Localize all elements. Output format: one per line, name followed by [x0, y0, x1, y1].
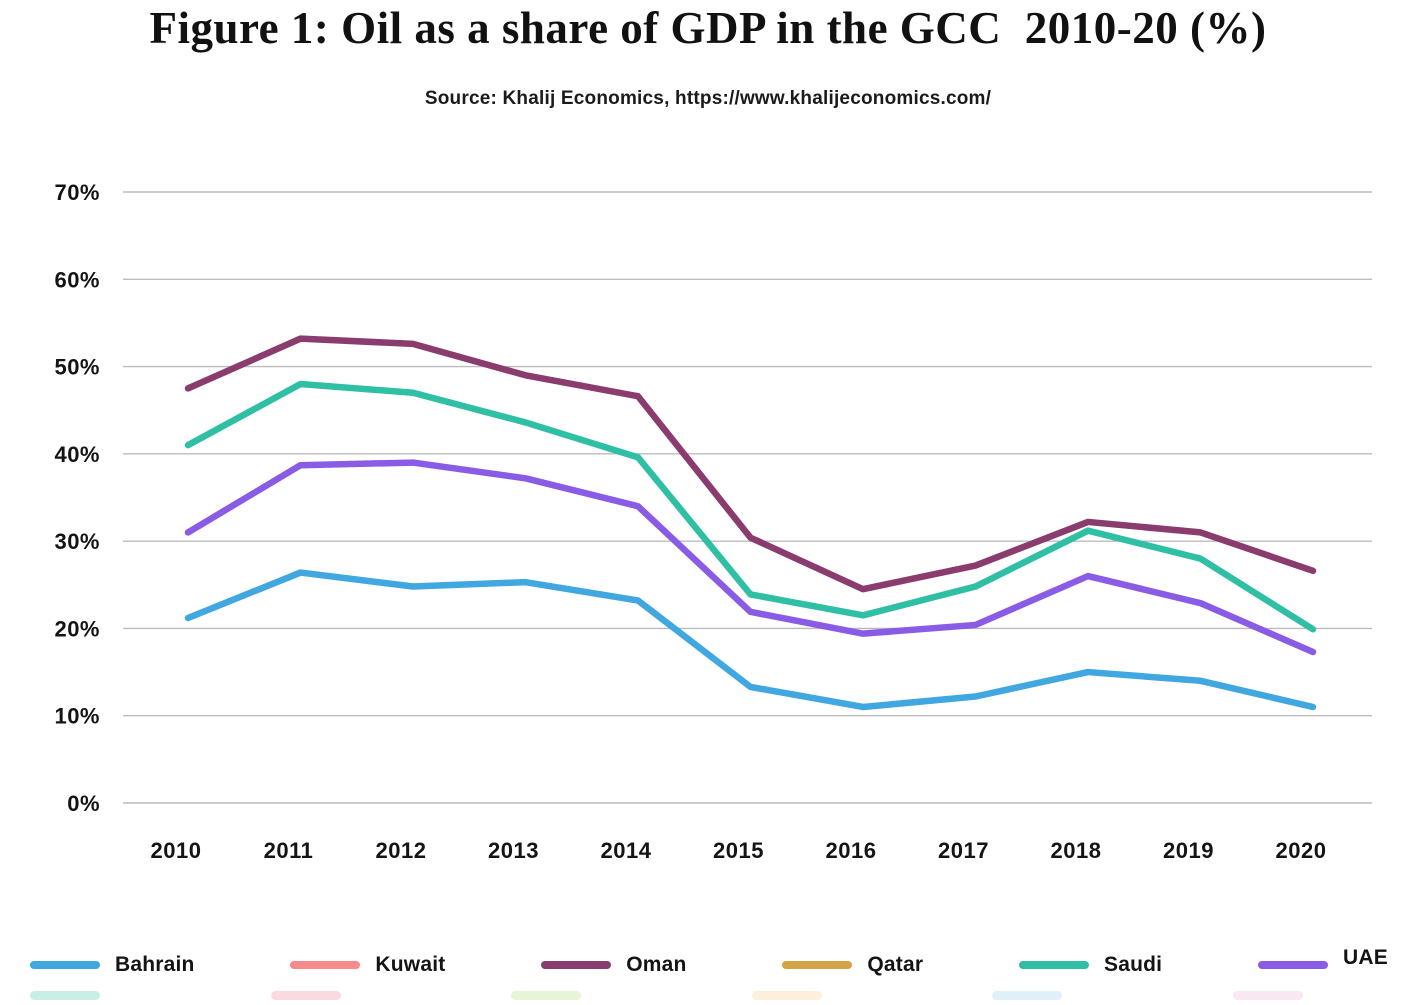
legend-swatch-bahrain — [30, 961, 100, 969]
legend-item-uae[interactable]: UAE — [1258, 946, 1388, 977]
legend-label-oman: Oman — [626, 953, 687, 976]
x-tick-label: 2011 — [264, 838, 314, 863]
legend-item-cutoff — [751, 987, 907, 1005]
y-tick-label: 70% — [54, 180, 100, 205]
legend-item-saudi[interactable]: Saudi — [1019, 953, 1162, 977]
legend-label-uae: UAE — [1343, 946, 1388, 969]
series-line-oman — [184, 335, 1317, 593]
legend-item-kuwait[interactable]: Kuwait — [290, 953, 445, 977]
legend-swatch-uae — [1258, 961, 1328, 969]
legend-swatch-cutoff — [511, 991, 582, 1000]
y-tick-label: 40% — [54, 442, 100, 467]
legend-label-saudi: Saudi — [1104, 953, 1163, 976]
x-tick-label: 2017 — [938, 838, 989, 863]
legend-swatch-cutoff — [1232, 991, 1303, 1000]
legend-item-oman[interactable]: Oman — [541, 953, 686, 977]
x-tick-label: 2019 — [1163, 838, 1214, 863]
chart-legend: Bahrain Kuwait Oman Qatar Saudi UAE — [30, 946, 1388, 977]
x-tick-label: 2013 — [488, 838, 539, 863]
series-line-saudi — [184, 380, 1317, 633]
legend-item-cutoff — [1232, 987, 1388, 1005]
chart-title: Figure 1: Oil as a share of GDP in the G… — [149, 3, 1267, 53]
line-chart-canvas: 0% 10% 20% 30% 40% 50% 60% 70% 2010 2011 2012 2013 2… — [54, 180, 1372, 863]
series-line-uae — [184, 459, 1317, 656]
x-tick-label: 2016 — [826, 838, 877, 863]
legend-swatch-cutoff — [751, 991, 822, 1000]
legend-swatch-cutoff — [992, 991, 1063, 1000]
legend-swatch-cutoff — [270, 991, 341, 1000]
x-tick-label: 2012 — [376, 838, 427, 863]
series-line-bahrain — [184, 569, 1317, 711]
legend-swatch-oman — [541, 961, 612, 969]
legend-item-bahrain[interactable]: Bahrain — [30, 953, 195, 977]
chart-source: Source: Khalij Economics, https://www.kh… — [424, 88, 992, 109]
x-tick-label: 2014 — [601, 838, 652, 863]
legend-swatch-cutoff — [30, 991, 100, 1000]
legend-swatch-qatar — [782, 961, 853, 969]
legend-item-cutoff — [511, 987, 666, 1005]
legend-item-cutoff — [270, 987, 426, 1005]
x-tick-label: 2010 — [151, 838, 202, 863]
chart-legend-second-row-cutoff — [30, 987, 1388, 1005]
legend-item-cutoff — [992, 987, 1147, 1005]
legend-label-kuwait: Kuwait — [375, 953, 446, 976]
x-tick-label: 2018 — [1051, 838, 1102, 863]
y-tick-label: 0% — [67, 791, 100, 816]
y-tick-label: 30% — [54, 529, 100, 554]
y-tick-label: 20% — [54, 616, 100, 641]
legend-item-cutoff — [30, 987, 185, 1005]
x-tick-label: 2020 — [1276, 838, 1327, 863]
x-tick-label: 2015 — [713, 838, 764, 863]
y-tick-label: 10% — [54, 704, 100, 729]
y-tick-label: 60% — [54, 267, 100, 292]
legend-swatch-kuwait — [290, 961, 361, 969]
y-tick-label: 50% — [54, 355, 100, 380]
legend-label-bahrain: Bahrain — [115, 953, 195, 976]
legend-swatch-saudi — [1019, 961, 1090, 969]
legend-item-qatar[interactable]: Qatar — [782, 953, 923, 977]
legend-label-qatar: Qatar — [867, 953, 924, 976]
